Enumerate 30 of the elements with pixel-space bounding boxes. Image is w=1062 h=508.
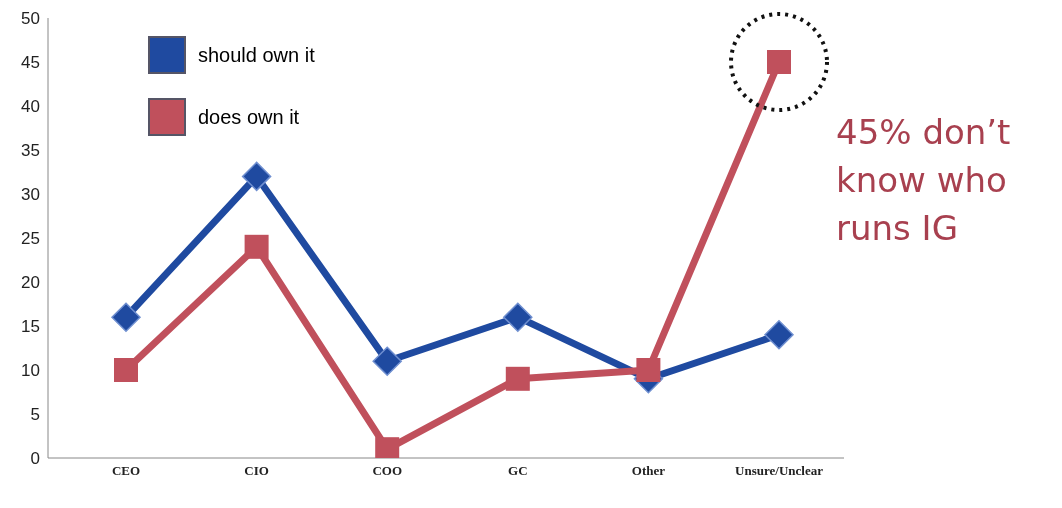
x-tick-label: CIO (244, 463, 269, 479)
y-tick-label: 15 (21, 317, 40, 337)
point (114, 358, 138, 382)
y-tick-label: 40 (21, 97, 40, 117)
y-tick-label: 30 (21, 185, 40, 205)
x-tick-label: Unsure/Unclear (735, 463, 824, 479)
point (503, 302, 533, 332)
point (372, 346, 402, 376)
y-tick-label: 5 (30, 405, 40, 425)
point (764, 320, 794, 350)
point (767, 50, 791, 74)
legend-label: should own it (198, 43, 315, 67)
y-tick-label: 20 (21, 273, 40, 293)
point (241, 161, 272, 192)
y-tick-label: 25 (21, 229, 40, 249)
y-tick-label: 45 (21, 53, 40, 73)
x-tick-label: GC (508, 463, 528, 479)
y-tick-label: 50 (21, 9, 40, 29)
point (505, 366, 530, 391)
legend-label: does own it (198, 105, 300, 129)
point (244, 234, 269, 259)
y-tick-label: 0 (30, 449, 40, 469)
x-tick-label: COO (372, 463, 403, 479)
point (636, 358, 661, 382)
x-tick-label: Other (631, 463, 666, 479)
x-tick-label: CEO (111, 463, 141, 479)
point (111, 302, 141, 332)
annotation: 45% don’t know who runs IG (836, 111, 1012, 250)
y-tick-label: 35 (21, 141, 40, 161)
y-tick-label: 10 (21, 361, 40, 381)
